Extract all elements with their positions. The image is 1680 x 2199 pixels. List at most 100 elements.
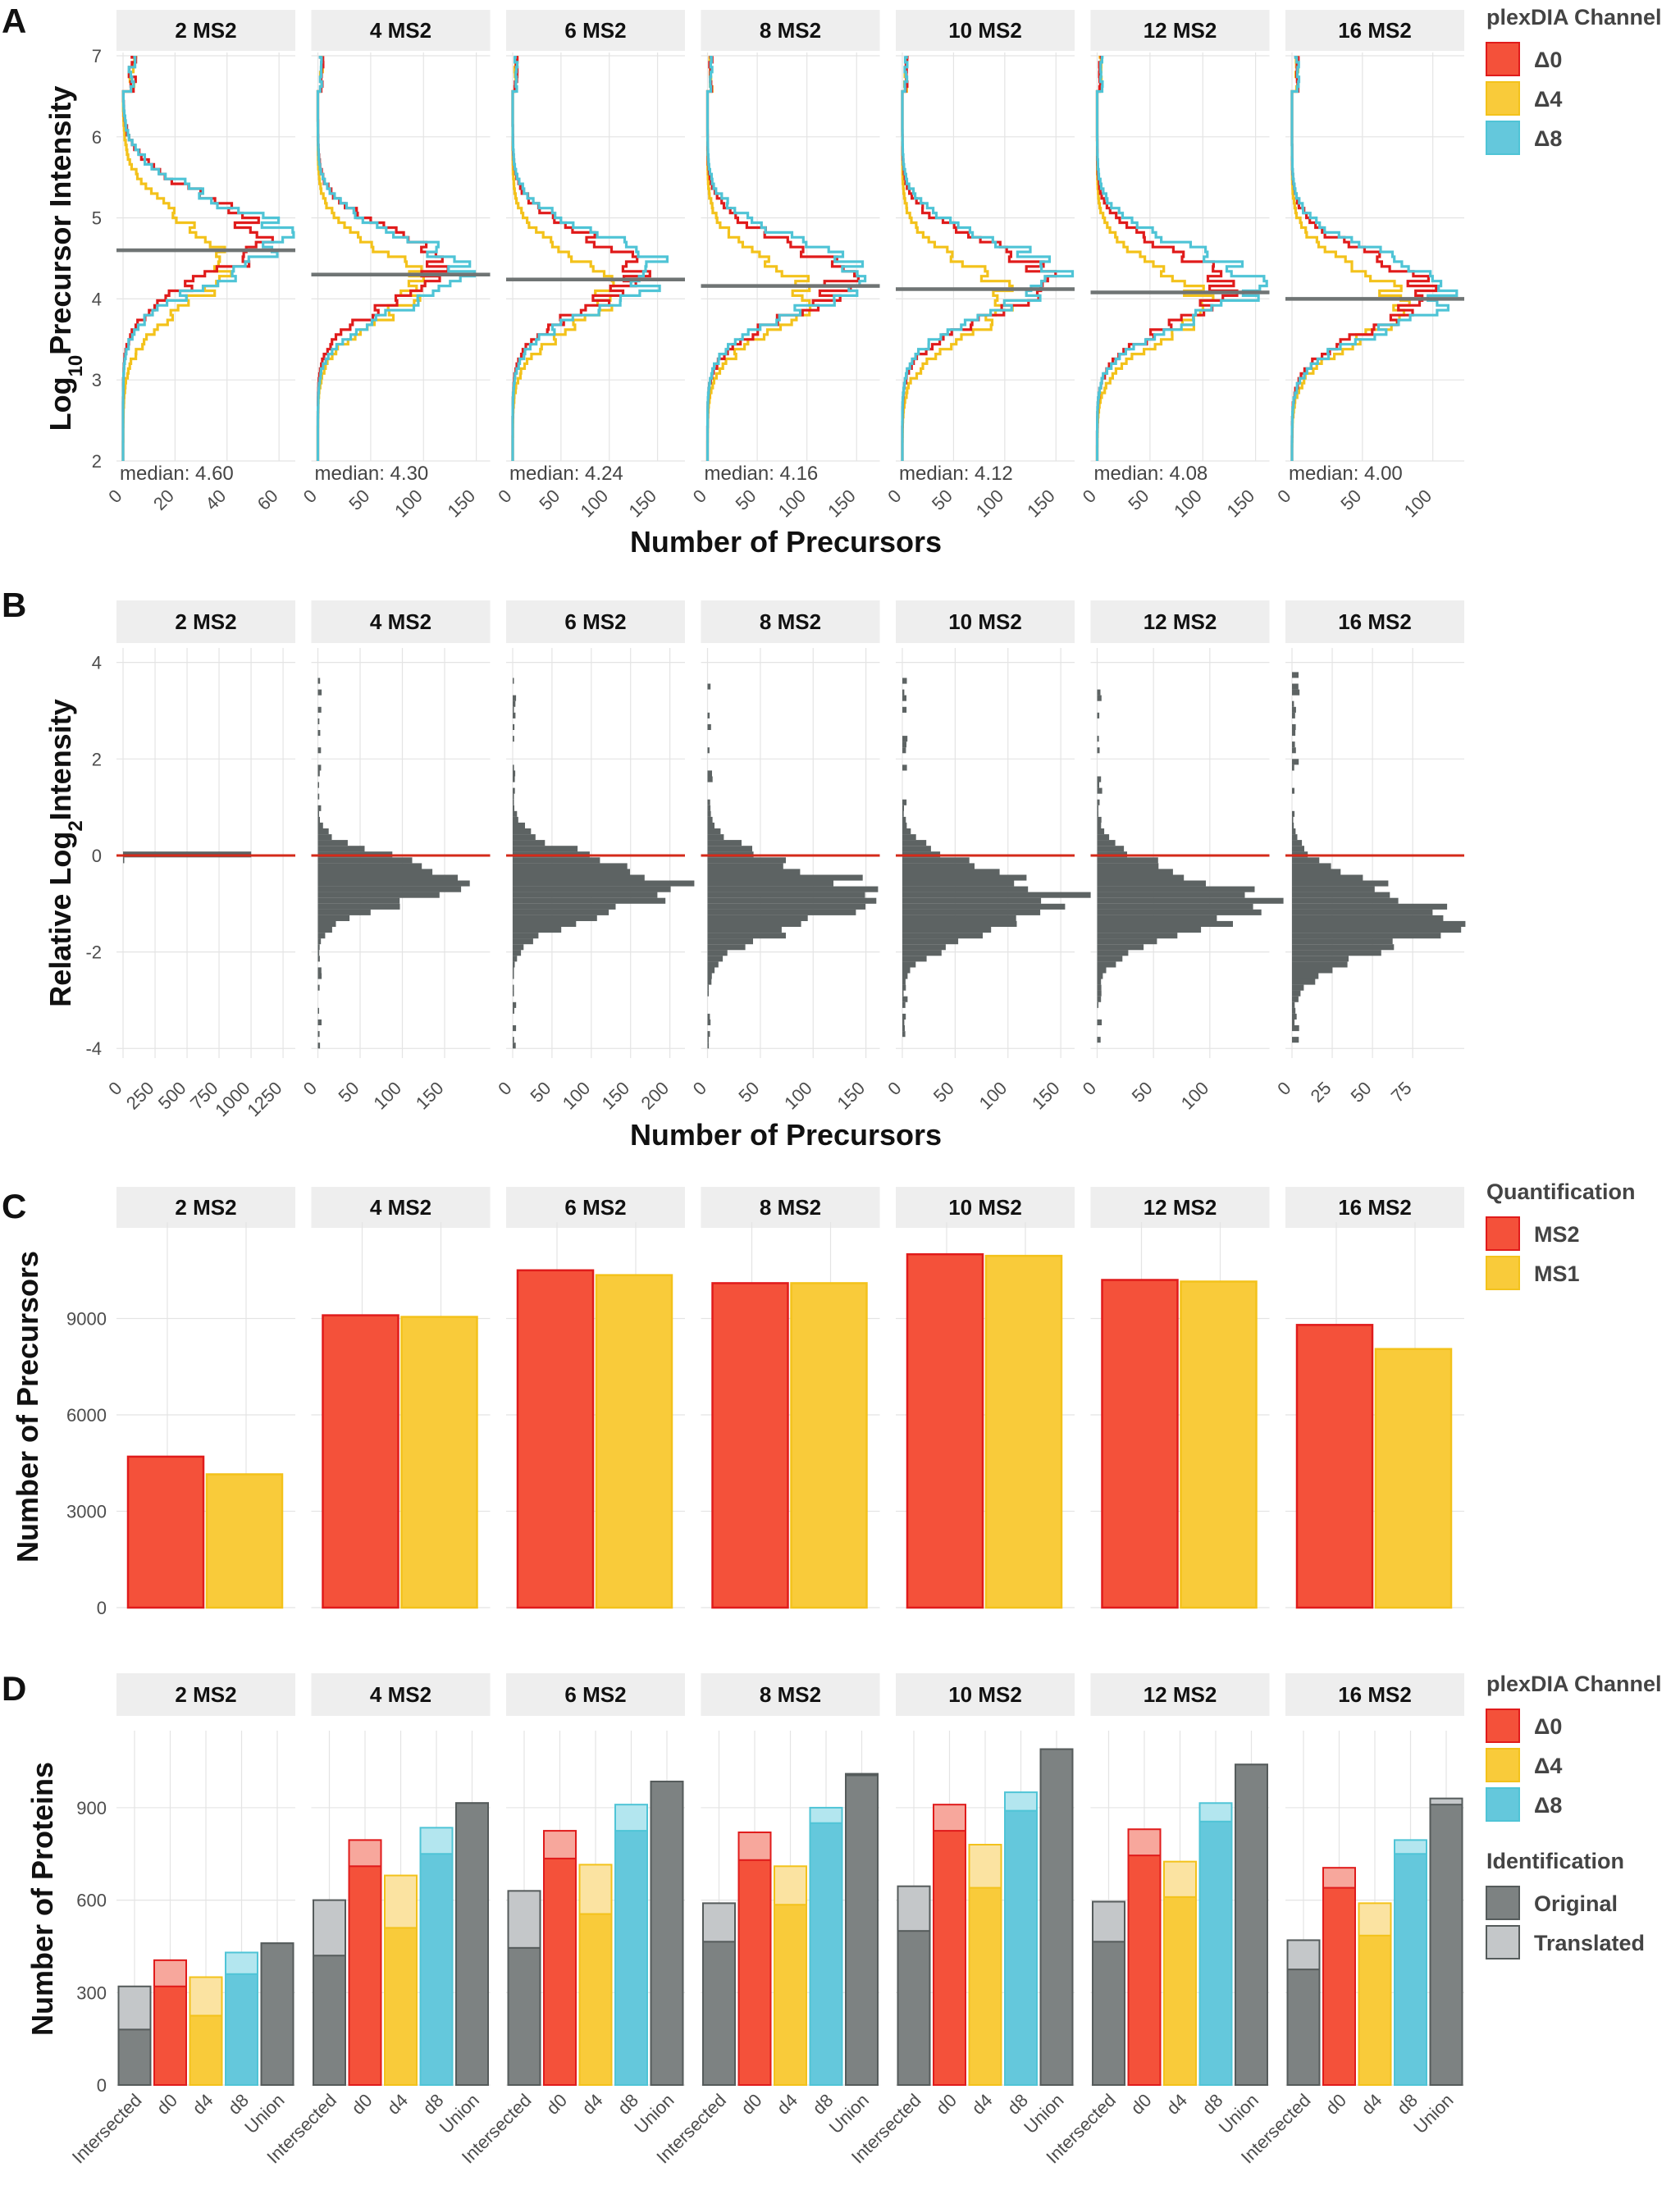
d-strip-label-2: 6 MS2 (564, 1682, 626, 1707)
a-p5-median-label: median: 4.08 (1094, 463, 1208, 485)
b-p1-bar (317, 689, 322, 696)
c-strip-6 (1285, 1187, 1464, 1228)
b-p6-bar (1292, 747, 1296, 754)
d-legend-label-1: Δ4 (1534, 1754, 1562, 1778)
b-p1-bar (317, 915, 350, 921)
b-p5-xtick-1: 50 (1128, 1078, 1157, 1106)
d-p3-bar-Union-original (845, 1774, 879, 2086)
b-p6-bar (1292, 1013, 1297, 1020)
d-p2-xtick-2: d4 (578, 2090, 607, 2119)
b-p4-bar (902, 874, 1027, 881)
a-p4-line-d8 (901, 56, 1075, 461)
b-p1-bar (317, 810, 319, 817)
b-p5-bar (1097, 863, 1159, 869)
b-p3-xtick-1: 50 (734, 1078, 763, 1106)
b-p5-bar (1097, 996, 1102, 1002)
a-p4-xtick-1: 50 (928, 486, 956, 514)
b-p1-bar (317, 1019, 322, 1025)
b-p3-bar (707, 920, 801, 927)
c-p5-bar-MS2 (1101, 1279, 1179, 1609)
a-p4-median-label: median: 4.12 (899, 463, 1013, 485)
b-p3-bar (707, 979, 712, 985)
b-p5-bar (1097, 857, 1158, 864)
b-p2-bar (513, 915, 597, 921)
b-p6-bar (1292, 810, 1295, 817)
b-p6-bar (1292, 816, 1294, 823)
b-p2-bar (513, 967, 514, 974)
d-p1-bar-d8-original (419, 1853, 454, 2087)
b-p3-bar (707, 1037, 709, 1043)
a-strip-label-0: 2 MS2 (175, 18, 236, 43)
d-strip-label-6: 16 MS2 (1338, 1682, 1412, 1707)
d-strip-3 (701, 1673, 880, 1716)
b-p2-bar (513, 1037, 514, 1043)
b-p5-bar (1097, 903, 1253, 910)
c-ytick-1: 3000 (66, 1502, 107, 1522)
b-p1-bar (317, 730, 321, 737)
c-strip-label-0: 2 MS2 (175, 1195, 236, 1220)
b-p5-bar (1097, 810, 1098, 817)
d-p5-bar-d8-original (1198, 1820, 1233, 2086)
d-legend-key-0 (1486, 1709, 1520, 1743)
b-p2-bar (513, 886, 671, 892)
b-p4-bar (902, 990, 904, 997)
b-p4-bar (902, 950, 942, 956)
b-p2-bar (513, 933, 539, 939)
b-p3-bar (707, 799, 710, 805)
d2-legend-label-1: Translated (1534, 1931, 1645, 1955)
a-p2-xtick-3: 150 (624, 486, 660, 522)
b-p3-bar (707, 1031, 710, 1038)
d2-legend-key-1 (1486, 1925, 1520, 1959)
b-p4-bar (902, 915, 1016, 921)
b-p3-bar (707, 747, 710, 754)
b-p2-xtick-0: 0 (494, 1078, 515, 1099)
b-p5-bar (1097, 1037, 1101, 1043)
b-p4-bar (902, 984, 906, 991)
a-p2-xtick-1: 50 (535, 486, 564, 514)
b-p2-bar (513, 700, 516, 707)
b-p5-bar (1097, 938, 1157, 945)
b-p2-bar (513, 869, 630, 875)
b-p6-bar (1292, 764, 1294, 771)
b-p6-bar (1292, 874, 1363, 881)
b-p4-bar (902, 736, 908, 742)
d-strip-0 (116, 1673, 295, 1716)
d-p0-bar-Union-original (260, 1942, 294, 2086)
a-p4-line-d4 (901, 56, 1014, 461)
a-p0-line-d8 (121, 56, 295, 461)
b-p1-bar (317, 886, 462, 892)
a-p6-xtick-1: 50 (1336, 486, 1365, 514)
d-p3-xtick-2: d4 (773, 2090, 801, 2119)
b-strip-0 (116, 600, 295, 643)
b-p2-bar (513, 770, 516, 777)
b-p1-bar (317, 944, 320, 951)
a-xlabel: Number of Precursors (630, 525, 942, 559)
b-p4-bar (902, 944, 946, 951)
b-p4-bar (902, 979, 906, 985)
a-p1-xtick-1: 50 (345, 486, 373, 514)
b-p4-bar (902, 764, 907, 771)
b-p5-bar (1097, 892, 1245, 898)
b-p1-bar (317, 805, 322, 811)
b-p6-bar (1292, 1001, 1295, 1008)
b-p3-bar (707, 869, 801, 875)
b-p1-bar (317, 1007, 319, 1014)
b-p0-xtick-2: 500 (154, 1078, 190, 1114)
d-p3-bar-Intersected-original (702, 1941, 736, 2087)
b-p2-bar (513, 736, 514, 742)
b-p5-bar (1097, 880, 1206, 887)
b-p5-bar (1097, 990, 1102, 997)
b-p3-bar (707, 863, 783, 869)
c-strip-2 (506, 1187, 685, 1228)
c-p6-bar-MS2 (1295, 1324, 1374, 1609)
d-p4-bar-Intersected-original (897, 1930, 931, 2086)
a-p5-xtick-1: 50 (1124, 486, 1153, 514)
b-p4-bar (902, 909, 1041, 915)
b-p6-bar (1292, 927, 1462, 933)
b-p1-bar (317, 933, 326, 939)
d-p3-bar-d0-original (737, 1859, 772, 2086)
b-p6-bar (1292, 683, 1299, 690)
d-p6-bar-d4-original (1358, 1934, 1392, 2086)
b-p6-bar (1292, 741, 1295, 748)
d-p1-bar-d4-original (384, 1927, 418, 2087)
